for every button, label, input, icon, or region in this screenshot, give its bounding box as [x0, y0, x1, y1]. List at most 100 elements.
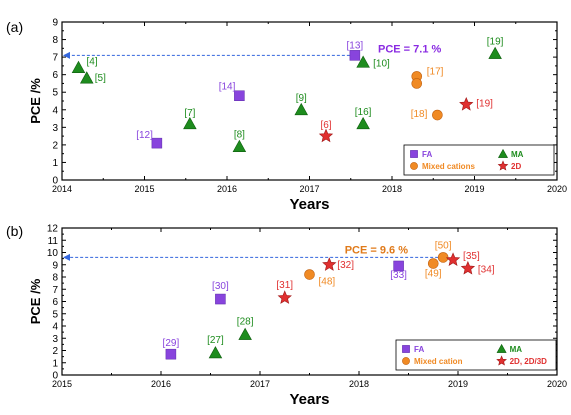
point-label: [18] [411, 109, 428, 120]
x-tick-label: 2020 [547, 379, 567, 389]
x-tick-label: 2019 [448, 379, 468, 389]
point-label: [30] [212, 281, 229, 292]
y-tick-label: 7 [52, 53, 58, 64]
pce-annotation: PCE = 7.1 % [378, 43, 442, 55]
point-label: [19] [476, 99, 493, 110]
point-label: [6] [320, 120, 331, 131]
chart-panel-b: (b)2015 2016 2017 2018 2019 20200123456789101… [6, 223, 567, 408]
y-tick-label: 6 [52, 70, 58, 81]
data-point-square [215, 293, 226, 305]
data-point-square [234, 90, 245, 101]
point-label: [5] [95, 73, 106, 84]
point-label: [50] [435, 240, 452, 251]
data-point-triangle [79, 71, 94, 84]
point-label: [49] [425, 269, 442, 280]
pce-annotation: PCE = 9.6 % [345, 244, 409, 256]
y-tick-label: 1 [52, 158, 58, 169]
legend-marker-square [410, 150, 418, 158]
y-tick-label: 3 [52, 123, 58, 134]
point-label: [34] [478, 264, 495, 275]
legend-marker-star [497, 160, 509, 171]
point-label: [48] [319, 277, 336, 288]
legend-marker-circle [402, 357, 410, 365]
legend-label: MA [511, 150, 524, 159]
panel-label: (b) [6, 223, 23, 239]
legend-marker-circle [410, 162, 418, 170]
point-label: [17] [427, 66, 444, 77]
chart-panel-a: (a) 2014 2015 2016 2017 2018 2019 2020 0 1 2 3 4 5 6 7 8… [6, 18, 567, 214]
data-point-circle [304, 269, 315, 280]
point-label: [13] [347, 40, 364, 51]
data-point-square [393, 260, 404, 272]
x-tick-label: 2016 [217, 184, 237, 194]
data-point-circle [432, 109, 443, 121]
point-label: [12] [136, 130, 153, 141]
point-label: [14] [219, 82, 236, 93]
point-label: [27] [207, 335, 224, 346]
legend: FA MA Mixed cations 2D [403, 144, 555, 176]
legend-marker-star [496, 355, 507, 366]
legend-label: MA [510, 345, 523, 354]
y-tick-label: 4 [52, 322, 58, 333]
legend: FA MA Mixed cation 2D, 2D/3D [395, 339, 557, 371]
y-tick-label: 9 [52, 260, 58, 271]
data-point-circle [437, 252, 449, 263]
y-tick-label: 9 [52, 18, 58, 29]
data-point-square [151, 137, 163, 149]
legend-frame [403, 144, 555, 176]
data-point-triangle [183, 116, 197, 130]
data-point-square [165, 348, 177, 360]
y-tick-label: 4 [52, 105, 58, 116]
x-tick-label: 2017 [299, 184, 319, 194]
y-tick-label: 6 [52, 297, 58, 308]
point-label: [9] [296, 93, 307, 104]
y-tick-label: 1 [52, 358, 58, 369]
pce-arrowhead [63, 51, 70, 59]
legend-label: 2D, 2D/3D [510, 357, 548, 366]
legend-label: Mixed cations [422, 162, 475, 171]
data-point-triangle [356, 55, 370, 68]
legend-label: FA [422, 150, 432, 159]
y-axis-label: PCE /% [28, 278, 43, 324]
point-label: [31] [276, 280, 293, 291]
y-tick-label: 5 [52, 309, 58, 320]
x-tick-label: 2014 [52, 184, 72, 194]
data-point-triangle [71, 60, 86, 73]
legend-marker-triangle [496, 343, 507, 353]
point-label: [19] [487, 37, 504, 48]
x-tick-label: 2015 [52, 379, 72, 389]
y-tick-label: 3 [52, 334, 58, 345]
legend-marker-triangle [497, 148, 509, 158]
data-point-circle [411, 78, 423, 89]
x-tick-label: 2018 [382, 184, 402, 194]
y-tick-label: 5 [52, 88, 58, 99]
legend-label: 2D [511, 162, 521, 171]
x-tick-label: 2015 [134, 184, 154, 194]
data-point-star [322, 257, 337, 271]
y-tick-label: 7 [52, 285, 58, 296]
panel-label: (a) [6, 19, 23, 35]
data-point-triangle [488, 46, 502, 59]
y-tick-label: 0 [52, 176, 58, 187]
data-point-triangle [294, 102, 309, 116]
y-tick-label: 11 [48, 236, 59, 247]
point-label: [28] [237, 317, 254, 328]
legend-marker-square [402, 345, 410, 353]
legend-frame [395, 339, 557, 371]
point-label: [33] [390, 270, 407, 281]
data-point-triangle [356, 116, 370, 130]
y-tick-label: 2 [52, 140, 58, 151]
point-label: [16] [355, 107, 372, 118]
data-point-star [460, 260, 476, 275]
legend-label: FA [414, 345, 424, 354]
point-label: [35] [463, 251, 480, 262]
y-tick-label: 8 [52, 273, 58, 284]
y-tick-label: 8 [52, 35, 58, 46]
point-label: [7] [184, 108, 195, 119]
x-tick-label: 2020 [547, 184, 567, 194]
data-point-triangle [238, 327, 252, 340]
data-point-circle [427, 258, 439, 269]
data-point-star [318, 128, 334, 143]
x-tick-label: 2018 [349, 379, 369, 389]
